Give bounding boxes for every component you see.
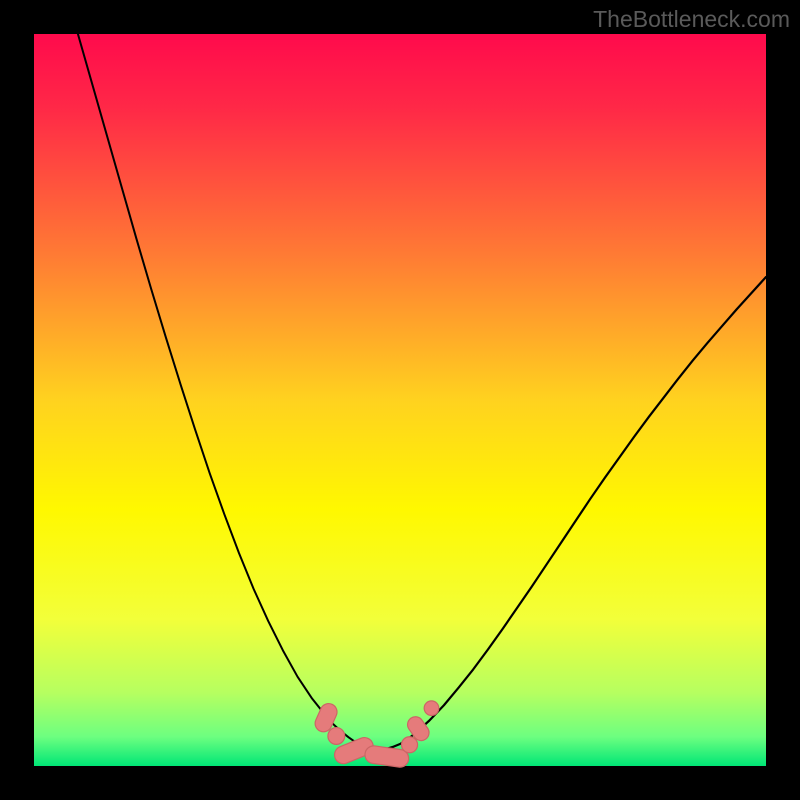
watermark-text: TheBottleneck.com [593,6,790,33]
marker-1 [328,728,345,745]
bottleneck-chart [0,0,800,800]
gradient-background [34,34,766,766]
marker-6 [424,701,439,716]
marker-4 [401,737,417,753]
